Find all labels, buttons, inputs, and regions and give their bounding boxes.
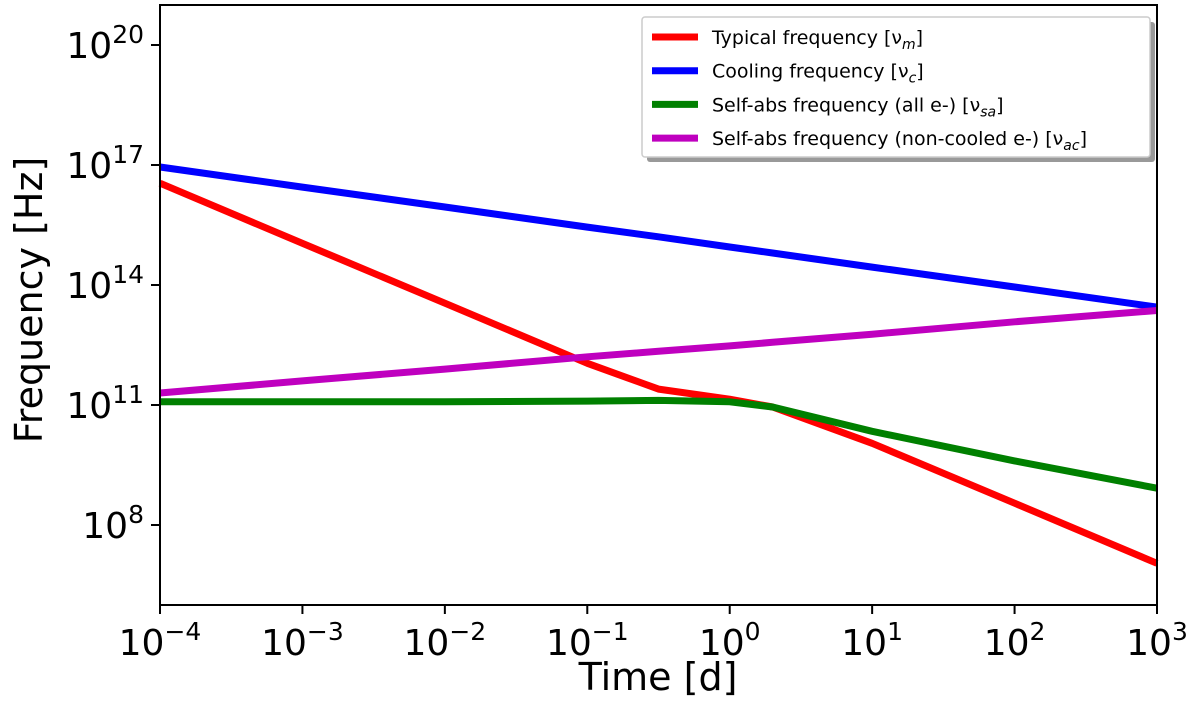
- y-tick-label: 1020: [66, 20, 144, 67]
- x-tick-label: 10−4: [119, 617, 202, 664]
- y-tick-label: 1017: [66, 140, 144, 187]
- x-tick-label: 101: [841, 617, 903, 664]
- legend-label: Typical frequency [νm]: [711, 27, 923, 53]
- y-axis-label: Frequency [Hz]: [7, 157, 51, 444]
- x-tick-label: 100: [699, 617, 761, 664]
- legend-label: Cooling frequency [νc]: [712, 61, 924, 87]
- y-tick-label: 108: [82, 500, 144, 547]
- legend-label: Self-abs frequency (non-cooled e-) [νac]: [712, 128, 1087, 154]
- x-axis-label: Time [d]: [578, 655, 738, 699]
- x-tick-label: 10−3: [261, 617, 344, 664]
- x-tick-label: 102: [984, 617, 1046, 664]
- y-tick-label: 1014: [66, 260, 144, 307]
- line-series: [159, 307, 1158, 397]
- line-series: [159, 163, 1158, 311]
- legend-label: Self-abs frequency (all e-) [νsa]: [712, 94, 1004, 120]
- plot-frame: [159, 4, 1158, 606]
- x-tick-label: 10−1: [546, 617, 629, 664]
- legend-box: [641, 16, 1151, 158]
- line-series: [158, 179, 1159, 567]
- line-series: [160, 396, 1158, 492]
- y-tick-label: 1011: [66, 380, 144, 427]
- x-tick-label: 10−2: [404, 617, 487, 664]
- x-tick-label: 103: [1126, 617, 1188, 664]
